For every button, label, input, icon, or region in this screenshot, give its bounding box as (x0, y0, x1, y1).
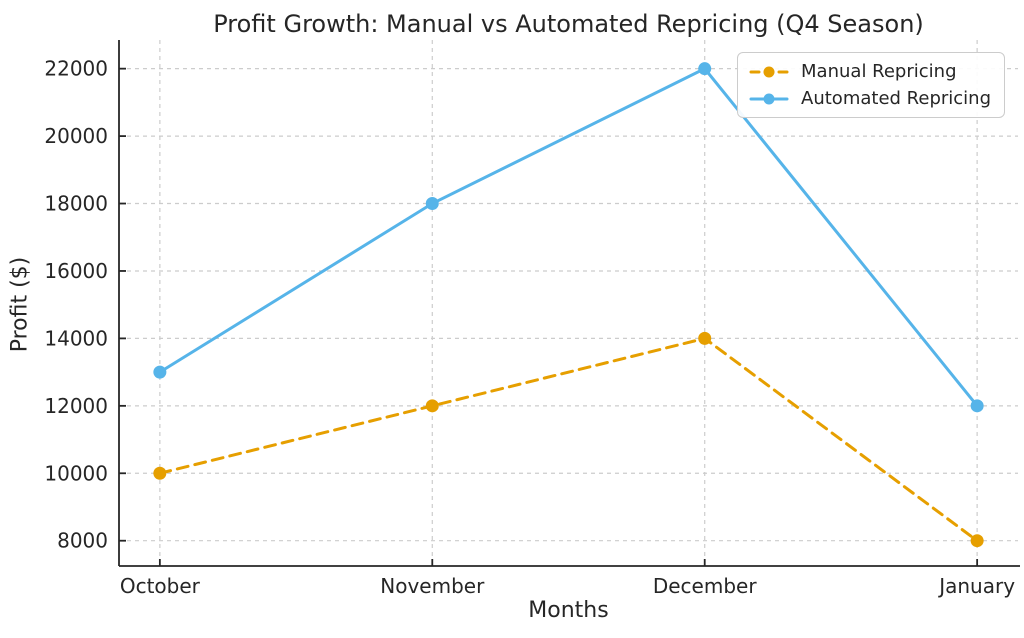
x-tick-label: October (120, 574, 201, 598)
legend-item-manual: Manual Repricing (749, 61, 991, 82)
series-line-manual-repricing (158, 336, 979, 543)
legend-item-automated: Automated Repricing (749, 88, 991, 109)
legend-label: Automated Repricing (801, 88, 991, 109)
data-point-marker (425, 399, 439, 413)
series-line-automated-repricing (158, 66, 979, 408)
y-tick-label: 20000 (44, 124, 108, 148)
legend-swatch-automated-icon (749, 93, 789, 104)
legend-swatch-marker (763, 66, 775, 77)
y-tick-label: 22000 (44, 57, 108, 81)
y-tick-label: 12000 (44, 394, 108, 418)
data-point-marker (970, 399, 984, 413)
y-tick-label: 10000 (44, 461, 108, 485)
y-tick-label: 14000 (44, 326, 108, 350)
legend-swatch-manual-icon (749, 66, 789, 77)
data-point-marker (698, 331, 712, 345)
x-tick-label: January (937, 574, 1015, 598)
y-tick-label: 8000 (57, 529, 108, 553)
chart-title: Profit Growth: Manual vs Automated Repri… (213, 10, 924, 38)
x-tick-label: December (653, 574, 757, 598)
data-point-marker (698, 62, 712, 76)
y-tick-label: 18000 (44, 192, 108, 216)
legend-label: Manual Repricing (801, 61, 957, 82)
x-axis-label: Months (528, 598, 609, 623)
data-point-marker (970, 534, 984, 548)
data-point-marker (425, 197, 439, 211)
y-tick-label: 16000 (44, 259, 108, 283)
x-tick-label: November (380, 574, 485, 598)
legend-swatch-marker (763, 93, 775, 104)
data-point-marker (153, 365, 167, 379)
y-axis-label: Profit ($) (7, 256, 33, 353)
data-point-marker (153, 466, 167, 480)
legend: Manual Repricing Automated Repricing (737, 52, 1005, 118)
